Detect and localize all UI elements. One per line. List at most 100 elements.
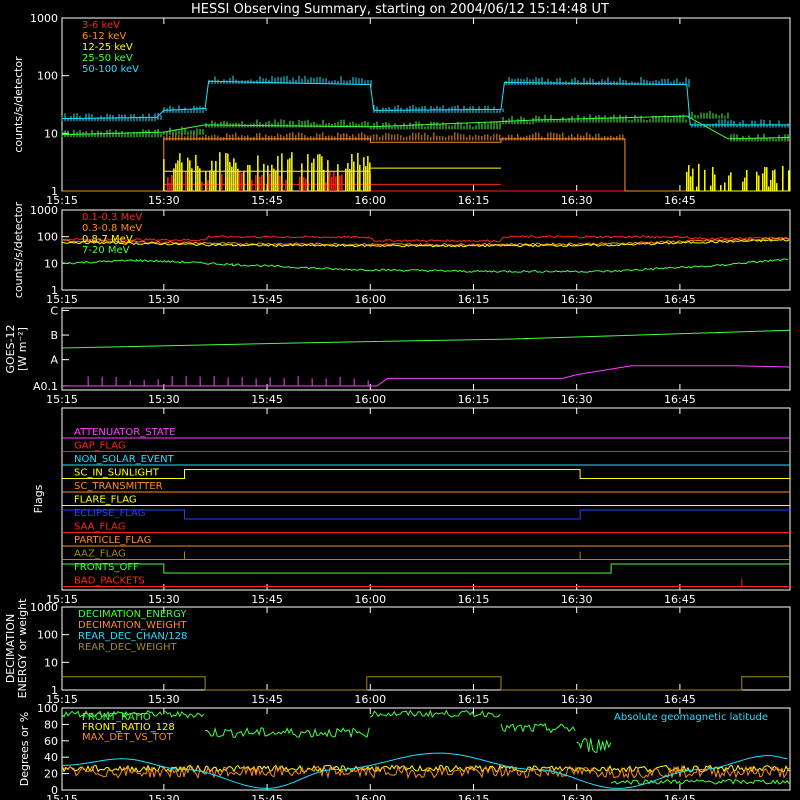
panel-goes: 15:15 15:30 15:45 16:00 16:15 16:30 16:45 A0.1 A… xyxy=(4,304,791,406)
flag-flare-flag-label: FLARE_FLAG xyxy=(74,495,137,506)
flag-eclipse-flag xyxy=(62,509,790,520)
y-axis-label: [W m⁻²] xyxy=(16,327,29,371)
time-tick-label: 15:15 xyxy=(46,293,78,306)
time-tick-label: 15:15 xyxy=(46,393,78,406)
time-tick-label: 16:15 xyxy=(458,693,490,706)
flag-particle-flag-label: PARTICLE_FLAG xyxy=(74,535,151,546)
time-tick-label: 16:45 xyxy=(664,293,696,306)
panels: 15:15 15:30 15:45 16:00 16:15 16:30 16:4511010… xyxy=(4,12,791,800)
y-tick-label: C xyxy=(50,304,58,317)
y-tick-label: B xyxy=(50,329,58,342)
time-tick-label: 16:45 xyxy=(664,194,696,207)
time-tick-label: 15:45 xyxy=(251,693,283,706)
y-tick-label: 1 xyxy=(51,684,58,697)
time-tick-label: 15:45 xyxy=(251,793,283,800)
time-tick-label: 16:30 xyxy=(561,793,593,800)
y-tick-label: 1 xyxy=(51,284,58,297)
panel-frame xyxy=(61,209,791,291)
panel-frame xyxy=(61,707,791,791)
time-tick-label: 16:15 xyxy=(458,593,490,606)
y-tick-label: 0 xyxy=(51,784,58,797)
y-tick-label: 10 xyxy=(44,127,58,140)
y-axis-label: Degrees or % xyxy=(18,712,31,786)
series-front-ratio xyxy=(370,709,501,718)
y-tick-label: 1 xyxy=(51,185,58,198)
time-tick-label: 15:30 xyxy=(148,593,180,606)
time-tick-label: 15:45 xyxy=(251,593,283,606)
flag-sc-in-sunlight-label: SC_IN_SUNLIGHT xyxy=(74,468,160,479)
time-tick-label: 16:00 xyxy=(354,293,386,306)
time-tick-label: 15:15 xyxy=(46,793,78,800)
time-tick-label: 16:00 xyxy=(354,693,386,706)
series-50-100-kev xyxy=(61,80,790,126)
series-front-ratio xyxy=(576,737,612,754)
y-tick-label: 60 xyxy=(44,735,58,748)
y-tick-label: 100 xyxy=(37,629,58,642)
time-tick-label: 16:45 xyxy=(664,593,696,606)
y-tick-label: 80 xyxy=(44,718,58,731)
panel-lightcurves-low: 15:15 15:30 15:45 16:00 16:15 16:30 16:45 1 10 10… xyxy=(12,12,791,207)
y-tick-label: 100 xyxy=(37,231,58,244)
flag-saa-flag-label: SAA_FLAG xyxy=(74,522,125,533)
time-tick-label: 16:00 xyxy=(354,793,386,800)
series-front-ratio xyxy=(205,726,370,738)
time-tick-label: 16:00 xyxy=(354,593,386,606)
flag-sc-in-sunlight xyxy=(62,469,790,479)
y-tick-label: A xyxy=(50,354,58,367)
legend-entry: 0.3-0.8 MeV xyxy=(82,223,142,234)
time-tick-label: 16:45 xyxy=(664,693,696,706)
time-tick-label: 16:30 xyxy=(561,693,593,706)
y-tick-label: 1000 xyxy=(30,601,58,614)
panel-frame xyxy=(61,307,791,391)
legend-entry: REAR_DEC_CHAN/128 xyxy=(78,631,187,642)
legend-entry: FRONT_RATIO_128 xyxy=(82,722,175,733)
legend-entry: 12-25 keV xyxy=(82,42,133,53)
y-tick-label: 40 xyxy=(44,751,58,764)
series-front-ratio xyxy=(61,709,163,718)
series-0-1-0-3-mev xyxy=(61,235,789,243)
legend-entry: 0.8-7 MeV xyxy=(82,234,133,245)
legend-entry: DECIMATION_WEIGHT xyxy=(78,620,187,631)
series-absolute-geomagnetic-latitude xyxy=(62,752,788,789)
time-tick-label: 15:15 xyxy=(46,693,78,706)
y-axis-label: GOES-12 xyxy=(4,324,17,373)
y-axis-label: counts/s/detector xyxy=(12,56,25,153)
time-tick-label: 16:15 xyxy=(458,293,490,306)
time-tick-label: 16:30 xyxy=(561,593,593,606)
time-tick-label: 15:30 xyxy=(148,793,180,800)
series-0-3-0-8-mev xyxy=(62,237,790,247)
y-axis-label: Flags xyxy=(32,484,45,513)
flag-fronts-off xyxy=(62,563,790,574)
time-tick-label: 15:45 xyxy=(251,194,283,207)
flag-fronts-off-label: FRONTS_OFF xyxy=(74,562,139,573)
time-tick-label: 15:45 xyxy=(251,393,283,406)
y-tick-label: 100 xyxy=(37,70,58,83)
y-tick-label: 1000 xyxy=(30,204,58,217)
y-axis-label: ENERGY or weight xyxy=(16,598,29,698)
legend-entry: 50-100 keV xyxy=(82,64,139,75)
legend-entry: REAR_DEC_WEIGHT xyxy=(78,642,177,653)
panel-lightcurves-high: 15:15 15:30 15:45 16:00 16:15 16:30 16:45 1 10 10… xyxy=(12,201,791,306)
panel-ratios: 15:15 15:30 15:45 16:00 16:15 16:30 16:45 0 20 40… xyxy=(18,702,791,800)
flag-non-solar-event-label: NON_SOLAR_EVENT xyxy=(74,454,175,465)
flag-aaz-flag-label: AAZ_FLAG xyxy=(74,549,126,560)
time-tick-label: 15:30 xyxy=(148,194,180,207)
series-0-8-7-mev xyxy=(61,238,790,248)
time-tick-label: 15:45 xyxy=(251,293,283,306)
legend-entry: DECIMATION_ENERGY xyxy=(78,609,187,620)
flag-eclipse-flag-label: ECLIPSE_FLAG xyxy=(74,508,145,519)
time-tick-label: 15:15 xyxy=(46,593,78,606)
time-tick-label: 16:30 xyxy=(561,194,593,207)
legend-entry: 6-12 keV xyxy=(82,31,126,42)
time-tick-label: 16:45 xyxy=(664,393,696,406)
legend-entry: FRONT_RATIO xyxy=(82,712,151,723)
series-7-20-mev xyxy=(61,258,789,273)
flag-bad-packets-label: BAD_PACKETS xyxy=(74,576,145,587)
y-tick-label: 10 xyxy=(44,257,58,270)
series-front-ratio xyxy=(500,722,576,734)
legend-entry: MAX_DET_VS_TOT xyxy=(82,732,174,743)
flag-sc-transmitter-label: SC_TRANSMITTER xyxy=(74,481,163,492)
time-tick-label: 16:00 xyxy=(354,393,386,406)
time-tick-label: 15:30 xyxy=(148,293,180,306)
legend-entry: 0.1-0.3 MeV xyxy=(82,212,142,223)
